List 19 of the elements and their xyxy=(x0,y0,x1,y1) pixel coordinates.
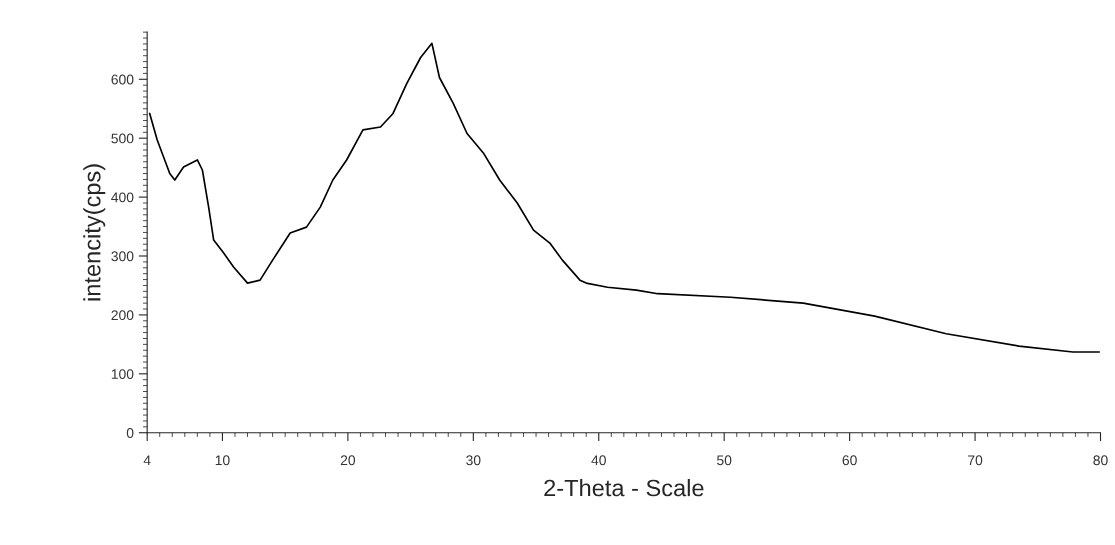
x-tick-label: 50 xyxy=(717,455,732,466)
x-tick-label: 4 xyxy=(143,455,151,466)
x-tick-label: 10 xyxy=(215,455,230,466)
y-tick-label: 400 xyxy=(111,192,134,203)
x-tick-label: 20 xyxy=(340,455,356,466)
y-tick-label: 600 xyxy=(111,74,134,85)
x-tick-label: 40 xyxy=(591,455,606,466)
x-tick-label: 30 xyxy=(466,455,481,466)
y-tick-label: 0 xyxy=(126,428,134,438)
x-tick-label: 60 xyxy=(842,455,857,466)
x-tick-label: 80 xyxy=(1093,455,1108,466)
y-tick-label: 500 xyxy=(111,133,134,144)
x-axis-title: 2-Theta - Scale xyxy=(544,479,704,497)
y-tick-label: 200 xyxy=(111,310,134,321)
y-tick-label: 300 xyxy=(111,251,134,262)
y-axis-title: intencity(cps) xyxy=(83,164,106,301)
line-series xyxy=(148,42,1101,353)
y-tick-label: 100 xyxy=(111,369,134,379)
x-tick-label: 70 xyxy=(968,455,983,466)
